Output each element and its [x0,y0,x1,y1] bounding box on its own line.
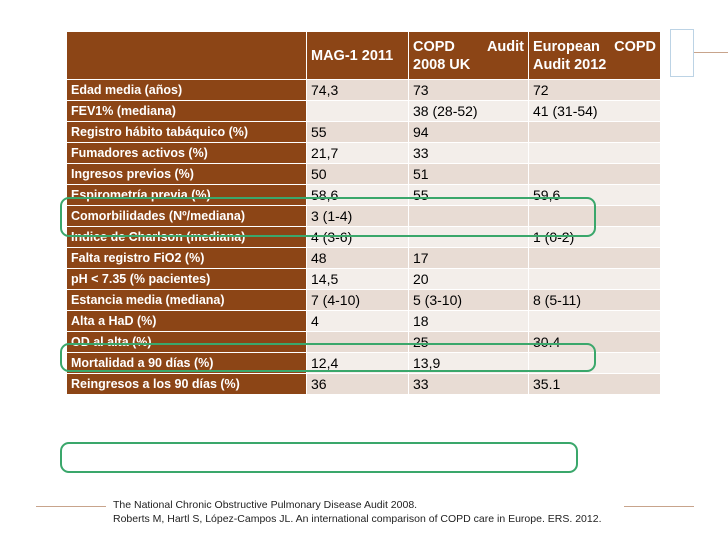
cell-mag1: 4 (3-6) [306,226,409,248]
row-label: Fumadores activos (%) [66,142,307,164]
cell-copd-uk: 33 [408,373,529,395]
row-label: Ingresos previos (%) [66,163,307,185]
row-label: Mortalidad a 90 días (%) [66,352,307,374]
cell-european: 41 (31-54) [528,100,661,122]
cell-copd-uk: 18 [408,310,529,332]
cell-copd-uk: 94 [408,121,529,143]
cell-european [528,163,661,185]
header-corner [66,31,307,80]
cell-mag1 [306,100,409,122]
footnote-references: The National Chronic Obstructive Pulmona… [107,495,624,532]
row-label: Alta a HaD (%) [66,310,307,332]
footnote-line-2: Roberts M, Hartl S, López-Campos JL. An … [113,513,602,525]
cell-european: 30.4 [528,331,661,353]
cell-european [528,310,661,332]
cell-european: 8 (5-11) [528,289,661,311]
table-row: pH < 7.35 (% pacientes) 14,5 20 [66,268,661,290]
footnote-line-1: The National Chronic Obstructive Pulmona… [113,499,418,511]
cell-mag1: 7 (4-10) [306,289,409,311]
row-label: Registro hábito tabáquico (%) [66,121,307,143]
decorative-line [694,52,728,53]
table-row: Registro hábito tabáquico (%) 55 94 [66,121,661,143]
row-label: Indice de Charlson (mediana) [66,226,307,248]
cell-european [528,352,661,374]
cell-copd-uk: 51 [408,163,529,185]
cell-european: 35.1 [528,373,661,395]
row-label: Espirometría previa (%) [66,184,307,206]
table-row: Comorbilidades (Nº/mediana) 3 (1-4) [66,205,661,227]
cell-copd-uk: 73 [408,79,529,101]
row-label: Reingresos a los 90 días (%) [66,373,307,395]
decorative-line-bottom-right [624,506,694,507]
cell-mag1: 21,7 [306,142,409,164]
cell-copd-uk: 17 [408,247,529,269]
cell-mag1: 50 [306,163,409,185]
cell-european [528,142,661,164]
row-label: Falta registro FiO2 (%) [66,247,307,269]
decorative-line-left [36,506,106,507]
table-row: Reingresos a los 90 días (%) 36 33 35.1 [66,373,661,395]
table-row: Espirometría previa (%) 58,6 55 59,6 [66,184,661,206]
header-european: European COPD Audit 2012 [528,31,661,80]
header-mag1: MAG-1 2011 [306,31,409,80]
cell-copd-uk [408,205,529,227]
cell-european: 1 (0-2) [528,226,661,248]
cell-copd-uk: 20 [408,268,529,290]
table-row: Ingresos previos (%) 50 51 [66,163,661,185]
cell-european [528,247,661,269]
cell-mag1: 14,5 [306,268,409,290]
table-row: Estancia media (mediana) 7 (4-10) 5 (3-10)… [66,289,661,311]
table-row: Indice de Charlson (mediana) 4 (3-6) 1 (0-… [66,226,661,248]
cell-copd-uk: 38 (28-52) [408,100,529,122]
row-label: Comorbilidades (Nº/mediana) [66,205,307,227]
table-header-row: MAG-1 2011 COPD Audit 2008 UK European C… [66,31,661,80]
cell-copd-uk: 13,9 [408,352,529,374]
decorative-square [670,29,694,77]
cell-european: 59,6 [528,184,661,206]
cell-mag1: 3 (1-4) [306,205,409,227]
cell-copd-uk [408,226,529,248]
cell-mag1 [306,331,409,353]
table-row: Alta a HaD (%) 4 18 [66,310,661,332]
row-label: OD al alta (%) [66,331,307,353]
cell-mag1: 55 [306,121,409,143]
cell-copd-uk: 55 [408,184,529,206]
row-label: pH < 7.35 (% pacientes) [66,268,307,290]
row-label: Edad media (años) [66,79,307,101]
cell-copd-uk: 33 [408,142,529,164]
cell-european [528,121,661,143]
cell-mag1: 58,6 [306,184,409,206]
cell-mag1: 4 [306,310,409,332]
header-copd-uk: COPD Audit 2008 UK [408,31,529,80]
cell-european [528,205,661,227]
table-row: Falta registro FiO2 (%) 48 17 [66,247,661,269]
cell-copd-uk: 25 [408,331,529,353]
table-row: Edad media (años) 74,3 73 72 [66,79,661,101]
cell-mag1: 74,3 [306,79,409,101]
cell-mag1: 48 [306,247,409,269]
table-row: OD al alta (%) 25 30.4 [66,331,661,353]
row-label: FEV1% (mediana) [66,100,307,122]
cell-mag1: 36 [306,373,409,395]
row-label: Estancia media (mediana) [66,289,307,311]
table-row: FEV1% (mediana) 38 (28-52) 41 (31-54) [66,100,661,122]
table-row: Mortalidad a 90 días (%) 12,4 13,9 [66,352,661,374]
highlight-reingresos [60,442,578,473]
table-row: Fumadores activos (%) 21,7 33 [66,142,661,164]
cell-mag1: 12,4 [306,352,409,374]
cell-european [528,268,661,290]
cell-european: 72 [528,79,661,101]
comparison-table: MAG-1 2011 COPD Audit 2008 UK European C… [66,31,661,395]
cell-copd-uk: 5 (3-10) [408,289,529,311]
